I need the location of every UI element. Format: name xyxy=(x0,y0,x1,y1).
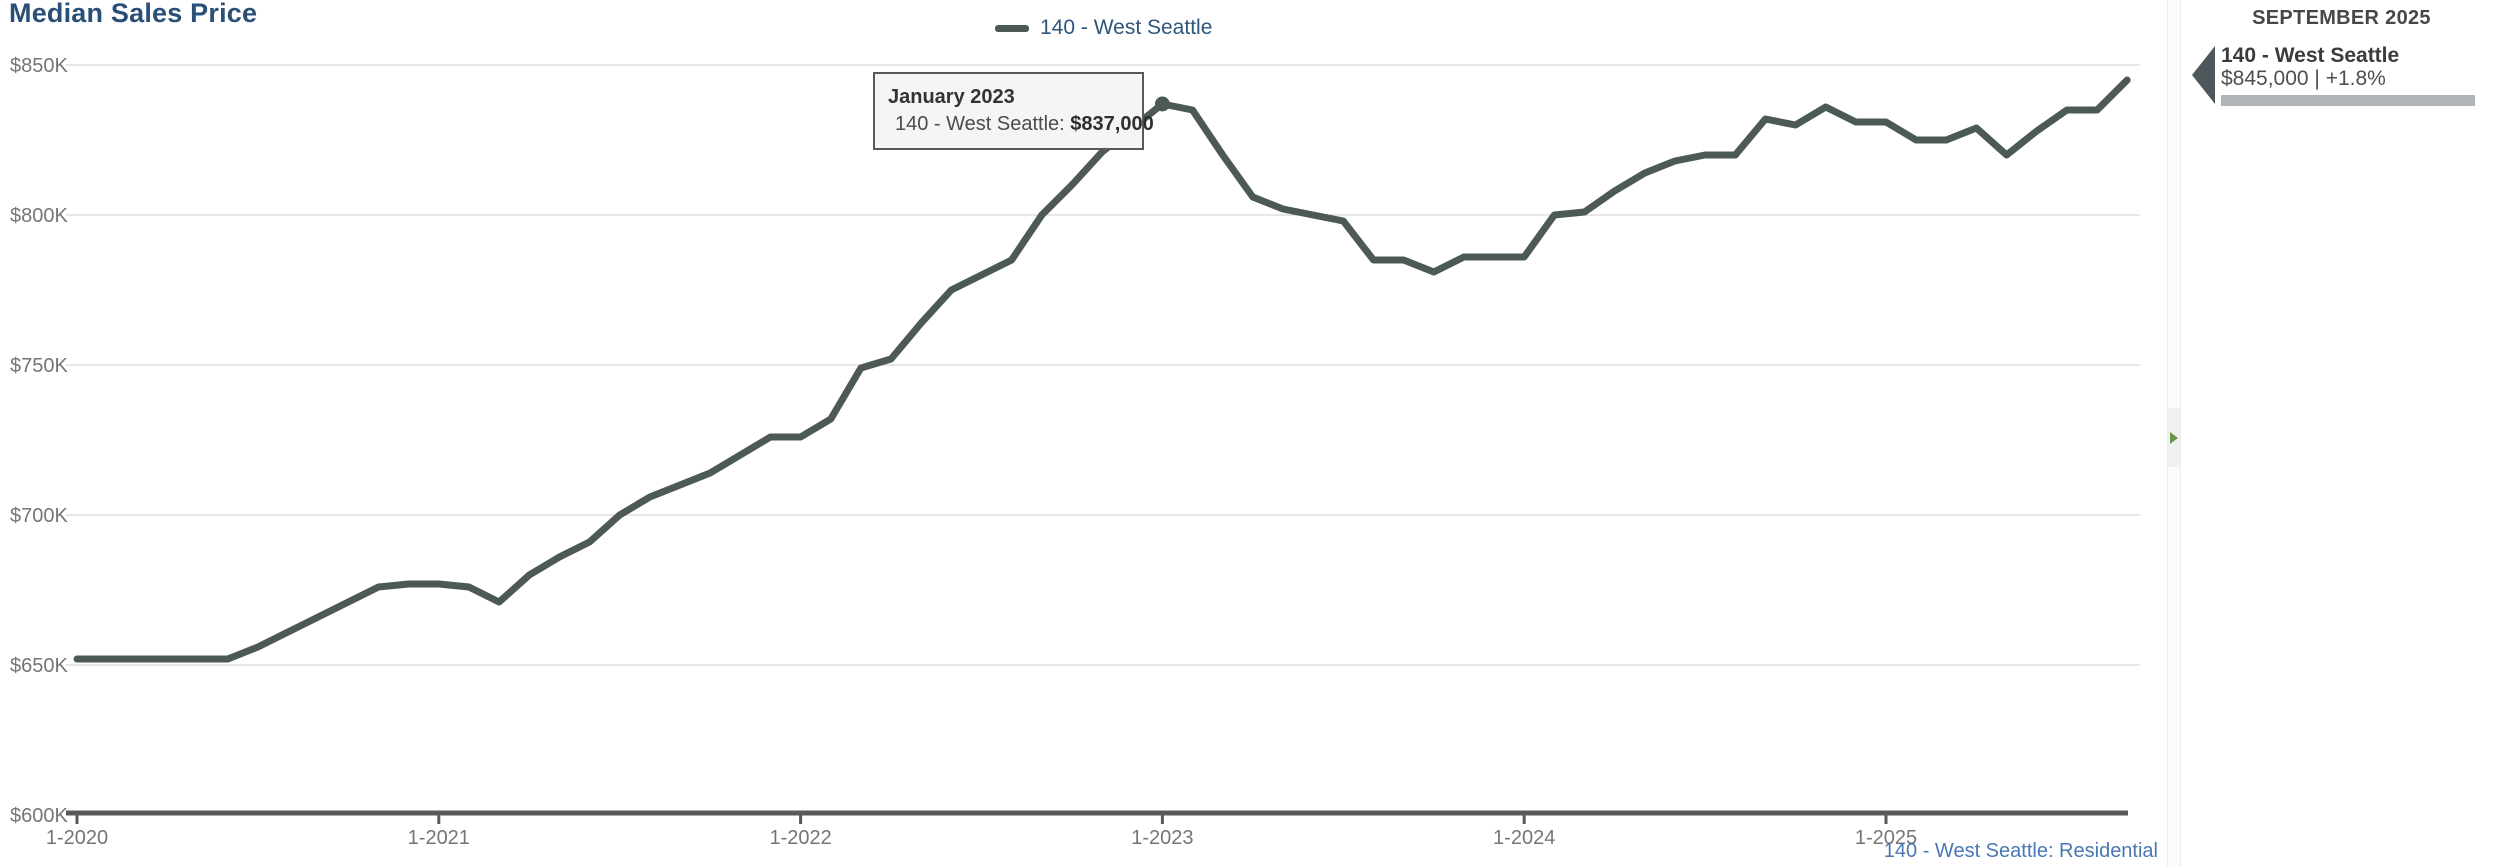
expand-right-icon xyxy=(2170,431,2178,444)
legend-item-west-seattle[interactable]: 140 - West Seattle xyxy=(995,16,1212,40)
tooltip-date: January 2023 xyxy=(888,86,1015,108)
current-month-panel: SEPTEMBER 2025 140 - West Seattle $845,0… xyxy=(2185,0,2498,866)
panel-divider xyxy=(2167,0,2181,866)
x-axis-label: 1-2024 xyxy=(1493,827,1555,849)
x-axis-label: 1-2020 xyxy=(46,827,108,849)
legend-label: 140 - West Seattle xyxy=(1040,16,1213,39)
x-axis-label: 1-2023 xyxy=(1131,827,1193,849)
panel-toggle-button[interactable] xyxy=(2168,408,2180,467)
series-bar xyxy=(2221,95,2475,106)
legend-line-swatch-icon xyxy=(995,24,1029,32)
x-axis-label: 1-2022 xyxy=(769,827,831,849)
x-axis-label: 1-2021 xyxy=(408,827,470,849)
tooltip-series-value: 140 - West Seattle: $837,000 xyxy=(888,111,1154,138)
y-axis-label: $750K xyxy=(10,355,68,377)
y-axis-label: $700K xyxy=(10,505,68,527)
panel-month-header: SEPTEMBER 2025 xyxy=(2252,7,2431,29)
tooltip-series-label: 140 - West Seattle: xyxy=(895,113,1065,135)
x-axis-label: 1-2025 xyxy=(1855,827,1917,849)
y-axis-label: $800K xyxy=(10,205,68,227)
panel-series-row: 140 - West Seattle $845,000 | +1.8% xyxy=(2192,44,2475,106)
y-axis-label: $850K xyxy=(10,55,68,77)
chart-tooltip: January 2023 140 - West Seattle: $837,00… xyxy=(873,72,1154,150)
left-triangle-icon xyxy=(2192,46,2215,104)
panel-series-texts: 140 - West Seattle $845,000 | +1.8% xyxy=(2221,44,2475,106)
y-axis-label: $600K xyxy=(10,805,68,827)
y-axis-label: $650K xyxy=(10,655,68,677)
panel-series-name: 140 - West Seattle xyxy=(2221,44,2400,67)
series-source-link[interactable]: 140 - West Seattle: Residential xyxy=(1883,840,2158,862)
tooltip-value: $837,000 xyxy=(1070,113,1154,135)
hover-point-marker xyxy=(1154,96,1170,112)
panel-series-value: $845,000 | +1.8% xyxy=(2221,67,2386,90)
page-title: Median Sales Price xyxy=(9,0,258,28)
series-line-west-seattle xyxy=(73,76,2131,663)
